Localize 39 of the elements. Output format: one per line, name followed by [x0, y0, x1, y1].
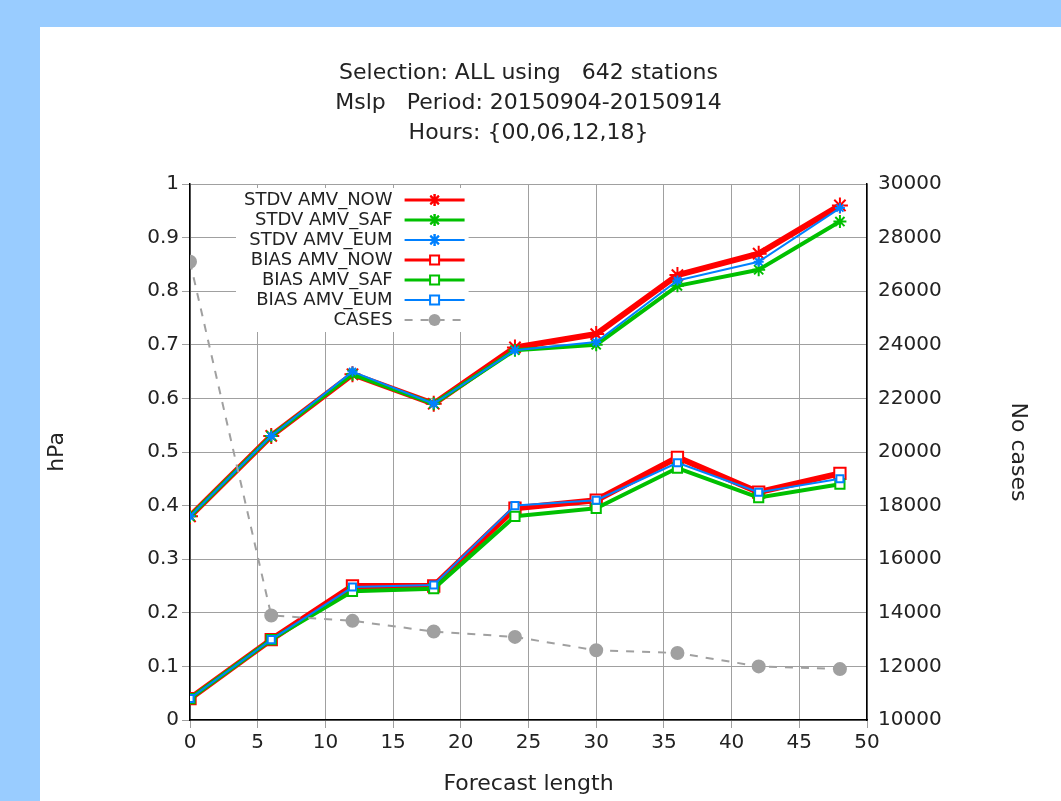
chart-subtitle: Mslp Period: 20150904-20150914 Hours: {00,06,12,18} — [335, 88, 722, 144]
y2-tick-label: 30000 — [878, 170, 942, 195]
y-tick-label: 0.5 — [147, 438, 179, 463]
y2-tick-label: 24000 — [878, 331, 942, 355]
x-tick-label: 20 — [448, 729, 474, 754]
x-tick-label: 15 — [380, 729, 406, 754]
x-tick-label: 5 — [251, 729, 265, 754]
y2-tick-label: 12000 — [878, 652, 942, 677]
x-axis-title: Forecast length — [443, 769, 614, 795]
y2-tick-label: 16000 — [878, 545, 942, 570]
y-tick-label: 0.8 — [147, 277, 179, 302]
y2-tick-label: 18000 — [878, 491, 942, 516]
y-tick-label: 0.3 — [147, 545, 179, 570]
chart-title: Selection: ALL using 642 stations — [339, 58, 718, 84]
x-tick-label: 45 — [786, 729, 813, 754]
x-tick-label: 25 — [515, 729, 542, 754]
x-tick-label: 35 — [651, 729, 677, 754]
y-tick-label: 0.2 — [147, 599, 179, 623]
y-tick-label: 0.9 — [147, 223, 179, 248]
y-tick-label: 0 — [166, 706, 179, 731]
x-tick-label: 30 — [583, 729, 609, 754]
y2-tick-label: 26000 — [878, 277, 942, 302]
y-tick-label: 0.1 — [147, 652, 179, 677]
x-tick-label: 40 — [718, 729, 745, 754]
legend-label: STDV AMV_NOW — [243, 187, 393, 210]
y2-axis-title: No cases — [1007, 402, 1033, 502]
x-tick-label: 50 — [854, 729, 880, 754]
y2-tick-label: 10000 — [878, 706, 942, 731]
y2-tick-label: 28000 — [878, 223, 942, 248]
y2-tick-label: 22000 — [878, 384, 942, 409]
y2-tick-label: 20000 — [878, 438, 942, 463]
y-tick-label: 0.6 — [147, 384, 179, 409]
y-axis-title: hPa — [42, 432, 68, 472]
y-tick-label: 0.7 — [147, 331, 179, 355]
y-tick-label: 0.4 — [147, 491, 179, 516]
x-tick-label: 0 — [183, 729, 197, 754]
y2-tick-label: 14000 — [878, 599, 942, 623]
y-tick-label: 1 — [166, 170, 179, 195]
x-tick-label: 10 — [312, 729, 339, 754]
